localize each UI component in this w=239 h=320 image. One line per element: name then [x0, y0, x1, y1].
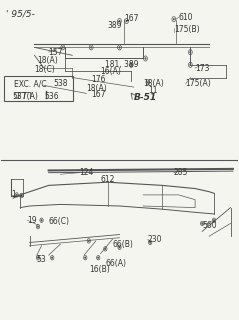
Circle shape — [98, 257, 99, 259]
Text: 181, 389: 181, 389 — [105, 60, 139, 69]
Text: 285: 285 — [174, 168, 188, 177]
Bar — [4, 76, 73, 101]
Circle shape — [62, 46, 64, 48]
Circle shape — [173, 18, 174, 20]
Text: 167: 167 — [124, 14, 139, 23]
Text: 11: 11 — [148, 86, 157, 95]
Circle shape — [90, 46, 92, 48]
Circle shape — [147, 81, 149, 83]
Circle shape — [41, 219, 42, 221]
Text: 1: 1 — [11, 190, 16, 199]
Text: 53: 53 — [37, 255, 47, 264]
Text: 536: 536 — [44, 92, 59, 101]
Circle shape — [85, 257, 86, 259]
Text: 175(A): 175(A) — [186, 79, 211, 88]
Text: 18(A): 18(A) — [143, 79, 164, 88]
Text: 389: 389 — [108, 21, 122, 30]
Text: 537(A): 537(A) — [12, 92, 38, 101]
Circle shape — [213, 219, 215, 221]
Circle shape — [145, 58, 146, 60]
Text: 167: 167 — [91, 91, 106, 100]
Circle shape — [37, 226, 39, 228]
Circle shape — [105, 248, 106, 250]
Text: 16(B): 16(B) — [89, 265, 109, 274]
Text: 173: 173 — [195, 63, 210, 73]
Circle shape — [21, 195, 22, 196]
Circle shape — [51, 257, 53, 259]
Text: 230: 230 — [148, 235, 162, 244]
Text: 124: 124 — [79, 168, 94, 177]
Text: 18(C): 18(C) — [34, 65, 55, 74]
Circle shape — [190, 51, 191, 53]
Circle shape — [126, 20, 127, 22]
Circle shape — [150, 242, 151, 244]
Text: 19: 19 — [27, 216, 37, 225]
Text: 66(A): 66(A) — [105, 259, 126, 268]
Circle shape — [130, 64, 132, 66]
Text: 538: 538 — [53, 79, 68, 88]
Circle shape — [119, 246, 120, 248]
Text: 18(A): 18(A) — [87, 84, 107, 93]
Text: 560: 560 — [202, 220, 217, 229]
Text: B-51: B-51 — [134, 93, 157, 102]
Text: 176: 176 — [91, 75, 106, 84]
Circle shape — [88, 240, 89, 242]
Circle shape — [119, 20, 120, 22]
Text: 175(B): 175(B) — [174, 25, 200, 35]
Text: 157: 157 — [49, 48, 63, 57]
Circle shape — [190, 64, 191, 66]
Circle shape — [119, 46, 120, 48]
Circle shape — [201, 222, 203, 224]
Text: 18(A): 18(A) — [37, 56, 58, 65]
Text: 612: 612 — [101, 174, 115, 184]
Text: 16(A): 16(A) — [101, 67, 121, 76]
Text: 66(B): 66(B) — [112, 240, 133, 249]
Circle shape — [37, 257, 39, 259]
Circle shape — [16, 194, 17, 196]
Text: EXC. A/C: EXC. A/C — [14, 79, 47, 88]
Text: 66(C): 66(C) — [49, 217, 70, 226]
Text: ' 95/5-: ' 95/5- — [6, 9, 35, 18]
Text: 610: 610 — [179, 13, 193, 22]
